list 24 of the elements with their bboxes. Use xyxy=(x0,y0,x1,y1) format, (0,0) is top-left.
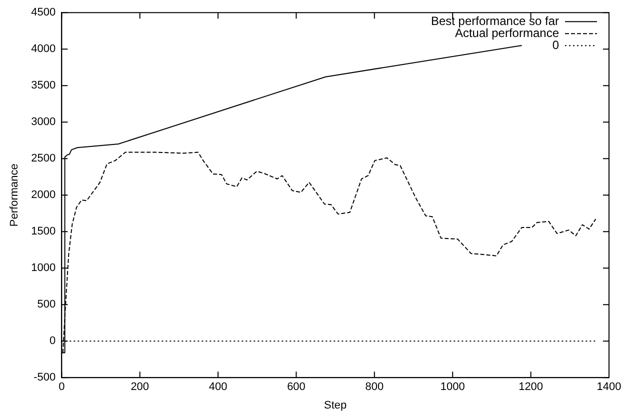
y-tick-label: 3000 xyxy=(31,116,56,128)
x-tick-label: 1400 xyxy=(596,381,622,394)
y-tick-label: 2500 xyxy=(31,152,56,165)
y-tick-label: 0 xyxy=(50,335,56,348)
x-tick-label: 600 xyxy=(287,381,306,394)
y-tick-label: 4500 xyxy=(31,6,56,19)
y-axis-title: Performance xyxy=(8,164,21,227)
legend-label: Best performance so far xyxy=(430,14,559,28)
y-tick-label: 500 xyxy=(37,298,56,311)
legend-label: Actual performance xyxy=(454,26,560,40)
y-tick-label: 1500 xyxy=(31,226,56,238)
y-tick-label: 4000 xyxy=(31,43,56,56)
y-tick-label: 2000 xyxy=(31,189,56,202)
legend-label: 0 xyxy=(552,38,560,52)
y-tick-label: 3500 xyxy=(31,80,56,92)
x-tick-label: 0 xyxy=(58,381,65,394)
y-tick-label: 1000 xyxy=(31,262,56,274)
x-tick-label: 1000 xyxy=(440,381,465,394)
x-tick-label: 400 xyxy=(208,381,228,394)
x-tick-label: 200 xyxy=(130,381,150,394)
x-axis-title: Step xyxy=(324,399,347,412)
x-tick-label: 1200 xyxy=(518,381,544,394)
y-tick-label: -500 xyxy=(34,372,56,384)
x-tick-label: 800 xyxy=(365,381,384,394)
